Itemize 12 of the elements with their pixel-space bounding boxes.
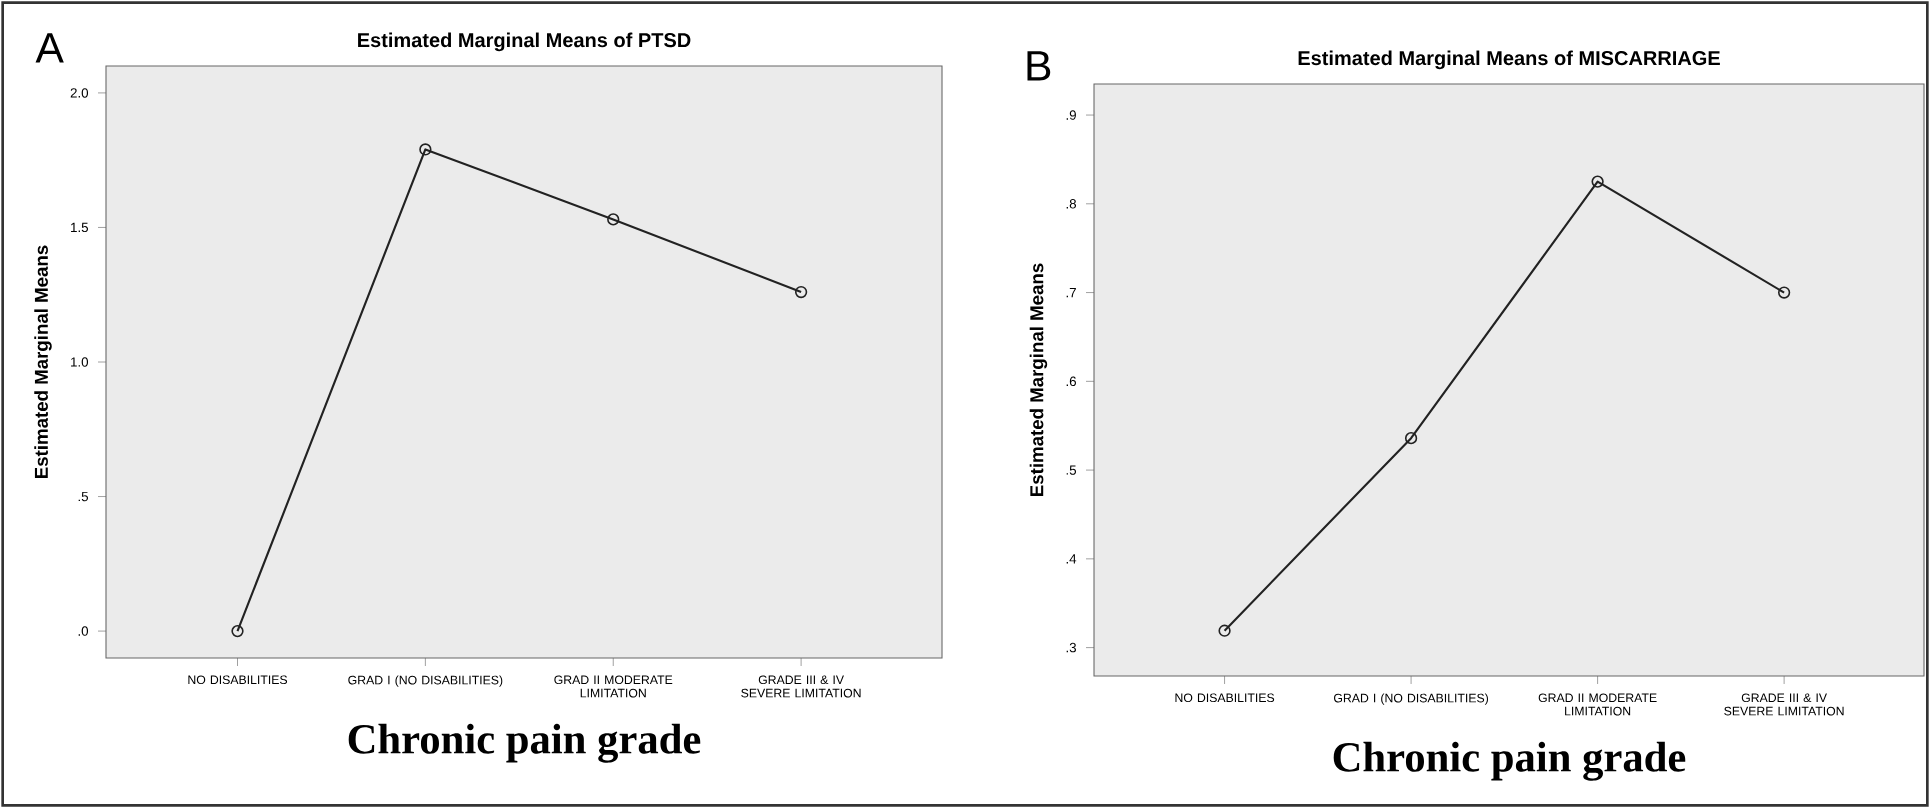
x-axis-title: Chronic pain grade bbox=[1333, 741, 1686, 781]
text: B bbox=[1027, 51, 1051, 81]
y-axis-title: Estimated Marginal Means bbox=[34, 245, 52, 478]
point bbox=[607, 213, 620, 226]
point bbox=[1404, 432, 1418, 445]
y-axis-title: Estimated Marginal Means bbox=[1029, 263, 1048, 496]
chart-title: Estimated Marginal Means of MISCARRIAGE bbox=[1298, 50, 1720, 70]
x-axis-title: Chronic pain grade bbox=[348, 723, 701, 763]
point bbox=[419, 143, 432, 156]
text: A bbox=[35, 33, 64, 63]
point bbox=[1591, 175, 1604, 188]
chart-title: Estimated Marginal Means of PTSD bbox=[358, 32, 691, 52]
